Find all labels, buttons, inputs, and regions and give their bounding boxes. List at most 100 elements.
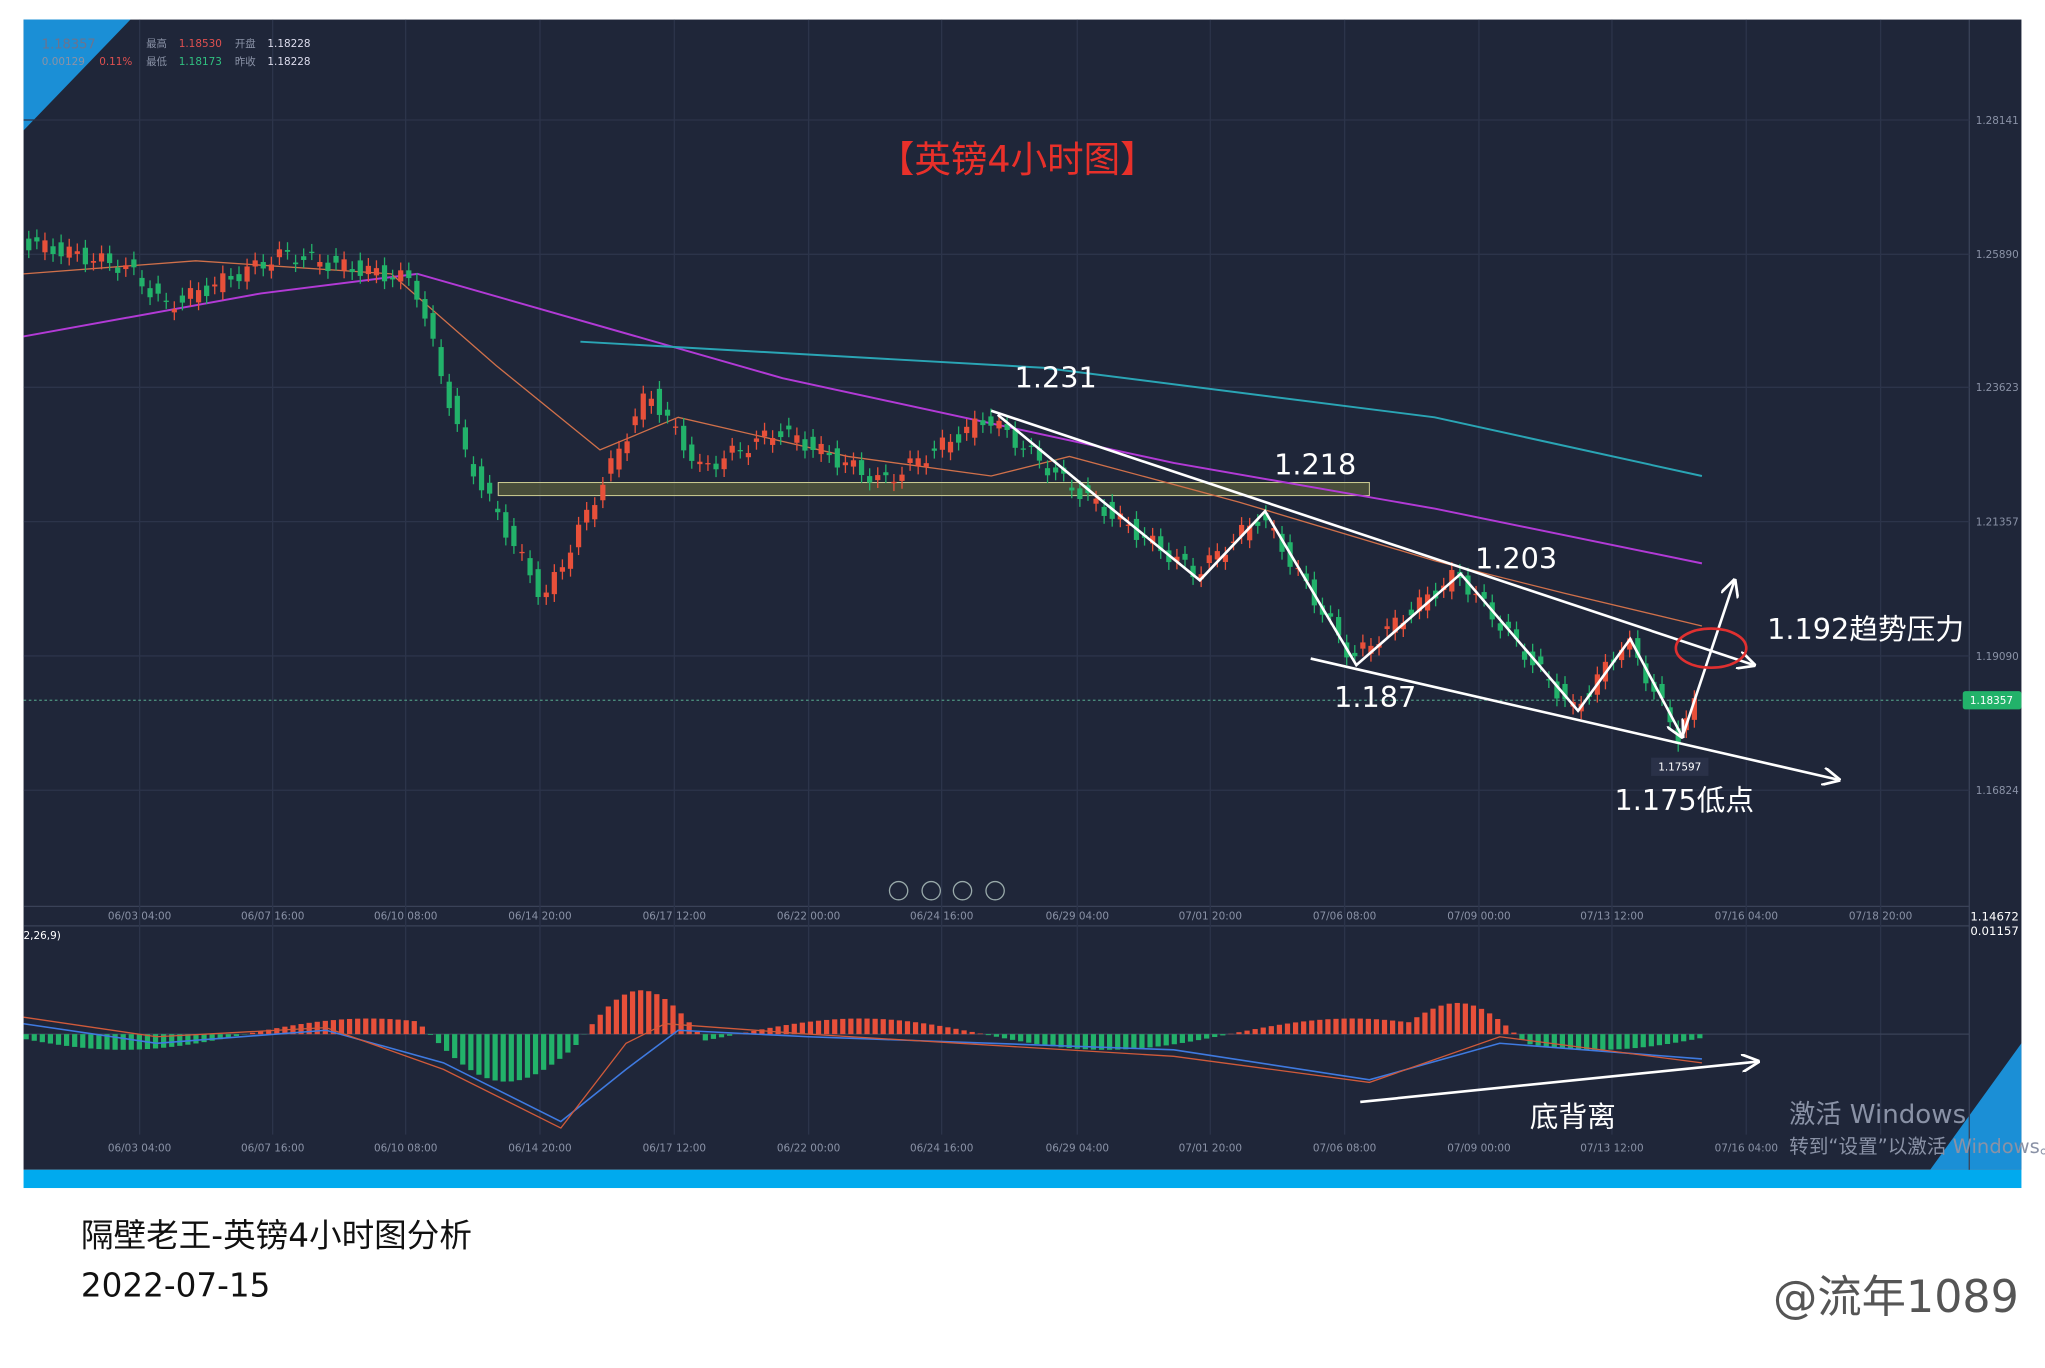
candle (252, 260, 258, 267)
histogram-bar (1220, 1034, 1226, 1036)
candle (883, 472, 889, 476)
candle (1327, 613, 1334, 617)
histogram-bar (1204, 1034, 1210, 1039)
histogram-bar (427, 1034, 434, 1035)
candle (107, 253, 113, 264)
histogram-bar (864, 1018, 870, 1035)
annotation: 1.192趋势压力 (1767, 612, 1964, 646)
ma-short (23, 260, 1703, 627)
candle (1481, 592, 1487, 599)
histogram-bar (39, 1034, 45, 1043)
histogram-bar (1648, 1034, 1654, 1047)
candle (1004, 423, 1010, 431)
histogram-bar (937, 1025, 943, 1035)
candle (972, 418, 978, 438)
zoom-in[interactable] (985, 880, 1005, 901)
histogram-bar (1689, 1034, 1695, 1040)
macd-line (23, 1022, 1702, 1123)
histogram-bar (1495, 1018, 1501, 1035)
candle (786, 425, 792, 430)
histogram-bar (266, 1029, 272, 1035)
candle (276, 249, 283, 258)
histogram-bar (1640, 1034, 1646, 1048)
candle (826, 452, 832, 456)
histogram-bar (1559, 1034, 1566, 1049)
candle (1562, 683, 1568, 700)
histogram-bar (419, 1026, 425, 1035)
candle (333, 255, 339, 263)
author: @流年1089 (1773, 1272, 2019, 1323)
candle (1651, 681, 1657, 692)
candle (292, 262, 299, 265)
x-tick-label: 07/01 20:00 (1179, 910, 1242, 922)
histogram-bar (1034, 1034, 1040, 1045)
candle (1077, 488, 1083, 500)
histogram-bar (484, 1034, 490, 1079)
price-tag-label: 1.18357 (1970, 695, 2013, 707)
next[interactable] (952, 880, 973, 901)
candle (770, 438, 776, 445)
candle (1554, 681, 1560, 699)
candle (1125, 524, 1132, 526)
prev[interactable] (921, 880, 941, 901)
histogram-bar (670, 1005, 676, 1035)
histogram-bar (856, 1018, 862, 1035)
histogram-bar (1236, 1032, 1242, 1035)
ma-long (23, 272, 1703, 565)
candle (1150, 535, 1156, 544)
candle (1643, 663, 1649, 684)
candle (1036, 448, 1043, 461)
histogram-bar (1543, 1034, 1549, 1047)
zoom-out[interactable] (888, 880, 909, 901)
histogram-bar (1519, 1034, 1525, 1040)
annotation: 1.175低点 (1615, 783, 1755, 817)
candle (390, 277, 396, 280)
histogram-bar (1551, 1034, 1557, 1048)
x-tick-label: 06/29 04:00 (1046, 910, 1109, 922)
histogram-bar (1155, 1034, 1161, 1047)
date: 2022-07-15 (81, 1266, 270, 1304)
signal-line (23, 1016, 1703, 1129)
histogram-bar (1608, 1034, 1614, 1050)
candle (470, 464, 477, 477)
candle (317, 261, 323, 267)
candle (236, 274, 242, 282)
histogram-bar (1123, 1034, 1129, 1050)
candle (737, 450, 743, 452)
candle (325, 262, 331, 271)
histogram-bar (274, 1028, 280, 1035)
histogram-bar (573, 1034, 579, 1045)
histogram-bar (476, 1034, 482, 1075)
candle (511, 525, 517, 547)
histogram-bar (1050, 1034, 1056, 1047)
histogram-bar (1018, 1034, 1024, 1042)
histogram-bar (654, 994, 660, 1035)
annotation: 1.203 (1475, 542, 1557, 576)
candle (1158, 536, 1164, 552)
change: 0.00129 (42, 56, 85, 68)
histogram-bar (152, 1034, 159, 1049)
candle (381, 265, 388, 282)
label: 昨收 (235, 55, 256, 68)
histogram-bar (1244, 1030, 1250, 1035)
candle (753, 438, 760, 442)
candle (422, 299, 428, 319)
histogram-bar (1632, 1034, 1638, 1049)
histogram-bar (72, 1034, 78, 1047)
candle (713, 463, 719, 470)
x-tick-label: 06/17 12:00 (643, 1143, 706, 1155)
pressure-circle (1674, 627, 1748, 670)
histogram-bar (629, 991, 636, 1035)
histogram-bar (840, 1018, 846, 1035)
annotation: 底背离 (1530, 1100, 1616, 1134)
histogram-bar (330, 1020, 337, 1035)
histogram-bar (880, 1019, 886, 1035)
histogram-bar (460, 1034, 466, 1065)
histogram-bar (799, 1022, 805, 1035)
histogram-bar (961, 1030, 967, 1035)
histogram-bar (47, 1034, 54, 1044)
x-tick-label: 07/06 08:00 (1313, 1143, 1376, 1155)
candle (632, 416, 638, 426)
histogram-bar (726, 1034, 733, 1036)
histogram-bar (710, 1034, 717, 1039)
